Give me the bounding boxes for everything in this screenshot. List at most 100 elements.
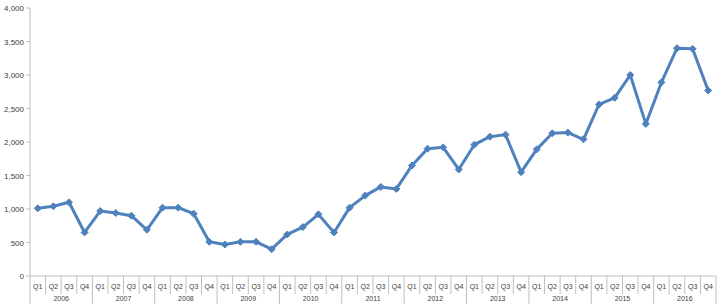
category-separator bbox=[107, 276, 108, 294]
x-tick-label: Q1 bbox=[158, 283, 167, 291]
x-tick-label: Q4 bbox=[392, 283, 401, 291]
category-separator bbox=[326, 276, 327, 294]
series-marker bbox=[674, 45, 681, 52]
series-marker bbox=[112, 210, 119, 217]
series-marker bbox=[206, 238, 213, 245]
series-marker bbox=[580, 136, 587, 143]
group-separator bbox=[341, 276, 342, 304]
x-tick-label: Q3 bbox=[438, 283, 447, 291]
x-tick-label: Q1 bbox=[33, 283, 42, 291]
group-separator bbox=[92, 276, 93, 304]
series-marker bbox=[440, 144, 447, 151]
series-marker bbox=[34, 205, 41, 212]
series-marker bbox=[190, 210, 197, 217]
x-tick-label: Q4 bbox=[329, 283, 338, 291]
category-separator bbox=[170, 276, 171, 294]
group-separator bbox=[404, 276, 405, 304]
y-tick-label: 1,500 bbox=[4, 172, 25, 181]
x-tick-label: Q4 bbox=[142, 283, 151, 291]
category-separator bbox=[232, 276, 233, 294]
category-separator bbox=[139, 276, 140, 294]
series-marker bbox=[65, 199, 72, 206]
series-marker bbox=[221, 241, 228, 248]
series-marker bbox=[175, 204, 182, 211]
series-marker bbox=[393, 185, 400, 192]
group-label: 2008 bbox=[178, 295, 194, 302]
y-tick bbox=[26, 8, 30, 9]
x-tick-label: Q2 bbox=[610, 283, 619, 291]
category-separator bbox=[45, 276, 46, 294]
category-separator bbox=[357, 276, 358, 294]
series-marker bbox=[331, 229, 338, 236]
category-separator bbox=[638, 276, 639, 294]
series-marker bbox=[253, 238, 260, 245]
group-label: 2009 bbox=[240, 295, 256, 302]
x-tick-label: Q2 bbox=[298, 283, 307, 291]
y-tick bbox=[26, 209, 30, 210]
x-tick-label: Q4 bbox=[267, 283, 276, 291]
y-tick-label: 0 bbox=[20, 272, 25, 281]
y-tick bbox=[26, 108, 30, 109]
group-label: 2015 bbox=[615, 295, 631, 302]
x-tick-label: Q2 bbox=[672, 283, 681, 291]
y-tick-label: 3,000 bbox=[4, 71, 25, 80]
group-label: 2006 bbox=[53, 295, 69, 302]
y-tick bbox=[26, 75, 30, 76]
category-separator bbox=[606, 276, 607, 294]
x-tick-label: Q1 bbox=[220, 283, 229, 291]
series-marker bbox=[346, 204, 353, 211]
chart: 05001,0001,5002,0002,5003,0003,5004,000Q… bbox=[0, 0, 720, 304]
group-separator bbox=[279, 276, 280, 304]
category-separator bbox=[700, 276, 701, 294]
series-marker bbox=[315, 211, 322, 218]
series-marker bbox=[143, 226, 150, 233]
x-tick-label: Q3 bbox=[501, 283, 510, 291]
y-tick bbox=[26, 242, 30, 243]
y-tick-label: 4,000 bbox=[4, 4, 25, 13]
category-separator bbox=[622, 276, 623, 294]
group-label: 2016 bbox=[677, 295, 693, 302]
category-separator bbox=[497, 276, 498, 294]
series-marker bbox=[97, 208, 104, 215]
x-tick-label: Q3 bbox=[688, 283, 697, 291]
category-separator bbox=[201, 276, 202, 294]
x-tick-label: Q2 bbox=[548, 283, 557, 291]
x-tick-label: Q3 bbox=[189, 283, 198, 291]
x-tick-label: Q3 bbox=[64, 283, 73, 291]
x-tick-label: Q1 bbox=[657, 283, 666, 291]
series-marker bbox=[611, 94, 618, 101]
series-marker bbox=[50, 203, 57, 210]
series-marker bbox=[81, 229, 88, 236]
series-marker bbox=[268, 246, 275, 253]
y-tick-label: 500 bbox=[11, 239, 25, 248]
series-marker bbox=[237, 238, 244, 245]
y-tick bbox=[26, 142, 30, 143]
series-marker bbox=[284, 231, 291, 238]
category-separator bbox=[185, 276, 186, 294]
category-separator bbox=[248, 276, 249, 294]
category-separator bbox=[61, 276, 62, 294]
category-separator bbox=[388, 276, 389, 294]
group-separator bbox=[217, 276, 218, 304]
group-label: 2014 bbox=[552, 295, 568, 302]
x-tick-label: Q3 bbox=[314, 283, 323, 291]
category-separator bbox=[123, 276, 124, 294]
category-separator bbox=[684, 276, 685, 294]
series-marker bbox=[564, 129, 571, 136]
group-separator bbox=[154, 276, 155, 304]
x-tick-label: Q3 bbox=[563, 283, 572, 291]
category-separator bbox=[295, 276, 296, 294]
x-tick-label: Q1 bbox=[532, 283, 541, 291]
category-separator bbox=[76, 276, 77, 294]
series-marker bbox=[627, 72, 634, 79]
x-tick-label: Q4 bbox=[704, 283, 713, 291]
category-separator bbox=[263, 276, 264, 294]
series-marker bbox=[424, 145, 431, 152]
group-label: 2011 bbox=[365, 295, 380, 302]
y-tick-label: 1,000 bbox=[4, 205, 25, 214]
x-tick-label: Q4 bbox=[516, 283, 525, 291]
x-tick-label: Q1 bbox=[283, 283, 292, 291]
y-tick-label: 2,500 bbox=[4, 105, 25, 114]
group-label: 2012 bbox=[428, 295, 444, 302]
x-tick-label: Q1 bbox=[470, 283, 479, 291]
